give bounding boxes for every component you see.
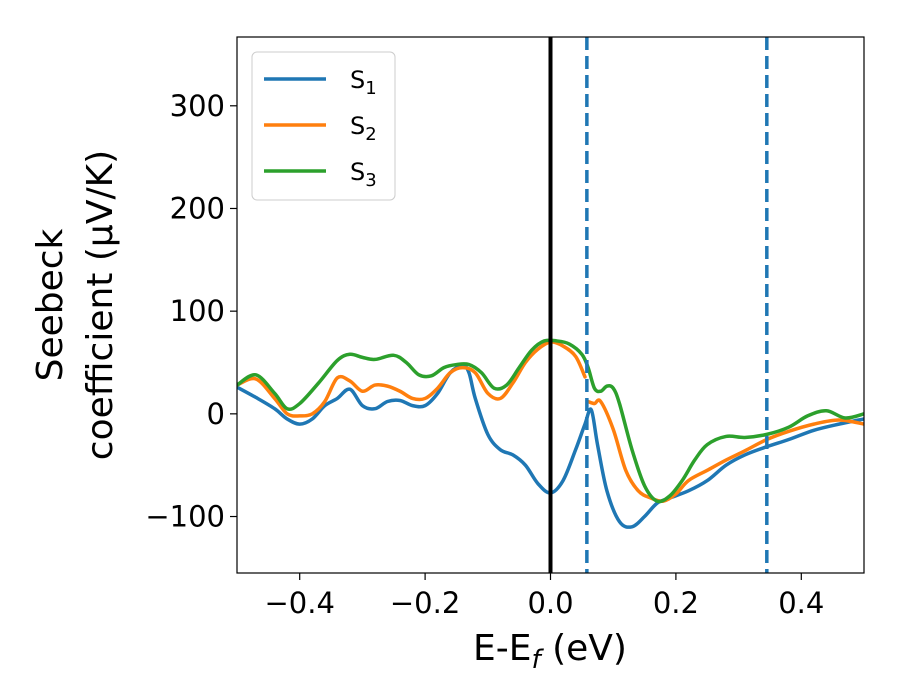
legend-label-s2: S2 <box>350 112 377 145</box>
y-tick-label: 0 <box>207 397 225 431</box>
x-tick-label: 0.2 <box>653 586 699 620</box>
legend-label-s3: S3 <box>350 158 377 191</box>
y-tick-label: 300 <box>170 89 225 123</box>
y-axis-label-line2: coefficient (μV/K) <box>80 150 121 460</box>
series-line-s2-2 <box>586 398 864 504</box>
x-tick-label: −0.2 <box>390 586 460 620</box>
series-line-s1-0 <box>237 363 864 529</box>
data-layer <box>237 37 864 573</box>
x-tick-label: −0.4 <box>264 586 334 620</box>
legend: S1 S2 S3 <box>251 51 396 201</box>
axes-layer: −0.4 −0.2 0.0 0.2 0.4 −100 0 100 200 300 <box>145 89 824 620</box>
plot-border <box>236 36 865 574</box>
x-tick-label: 0.0 <box>527 586 573 620</box>
y-tick-label: −100 <box>145 500 225 534</box>
y-tick-label: 200 <box>170 191 225 225</box>
x-tick-label: 0.4 <box>778 586 824 620</box>
series-line-s2-1 <box>237 340 587 418</box>
y-axis-label-line1: Seebeck <box>30 228 71 381</box>
legend-label-s1: S1 <box>350 66 377 99</box>
series-line-s3-3 <box>237 338 864 504</box>
x-axis-label: E-Ef (eV) <box>473 628 627 675</box>
y-tick-label: 100 <box>170 294 225 328</box>
